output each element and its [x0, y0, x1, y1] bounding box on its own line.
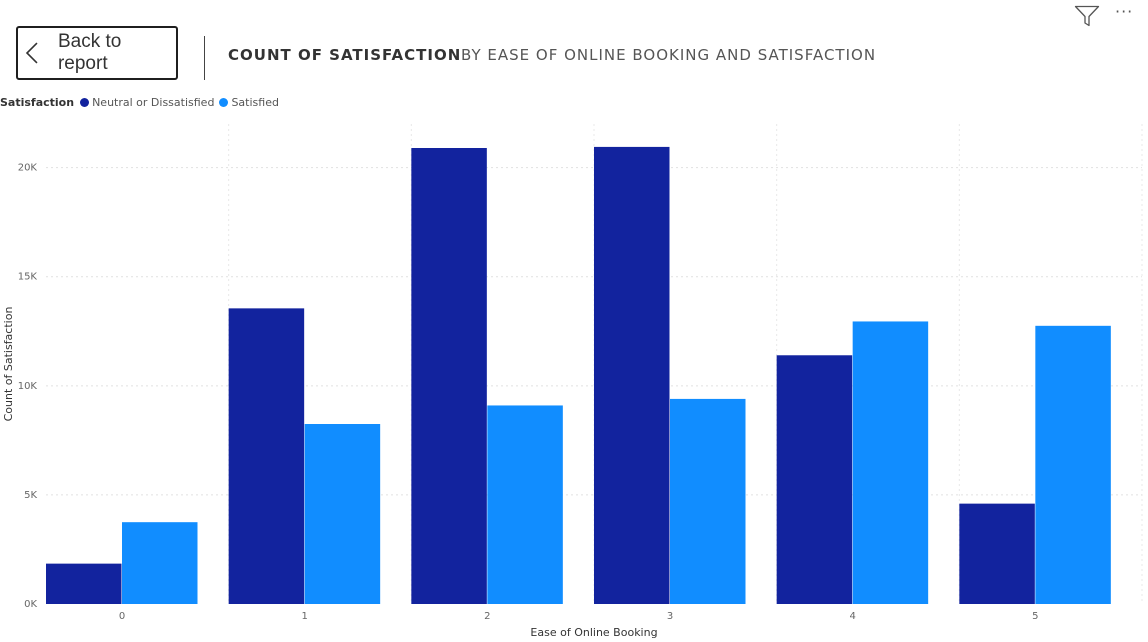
x-tick-label: 5	[1032, 611, 1038, 622]
bar-neutral-or-dissatisfied-1[interactable]	[228, 308, 305, 604]
bar-satisfied-0[interactable]	[122, 522, 198, 604]
bar-satisfied-5[interactable]	[1035, 325, 1111, 604]
x-tick-label: 3	[667, 611, 673, 622]
y-tick-label: 10K	[18, 381, 38, 392]
y-axis-ticks: 0K 5K 10K 15K 20K	[18, 163, 38, 610]
x-axis-title: Ease of Online Booking	[530, 626, 657, 639]
legend-label: Satisfied	[231, 96, 279, 109]
bars	[46, 146, 1111, 604]
chart-title: COUNT OF SATISFACTION	[228, 46, 462, 64]
y-tick-label: 15K	[18, 272, 38, 283]
y-tick-label: 20K	[18, 163, 38, 174]
header-divider	[204, 36, 205, 80]
more-options-icon[interactable]: ···	[1115, 2, 1134, 21]
legend-dot-icon	[219, 98, 229, 107]
chevron-left-icon	[25, 42, 38, 64]
bar-satisfied-4[interactable]	[852, 321, 929, 604]
bar-neutral-or-dissatisfied-5[interactable]	[959, 503, 1035, 604]
x-tick-label: 4	[849, 611, 855, 622]
legend-title: Satisfaction	[0, 96, 75, 109]
back-to-report-label: Back to report	[57, 31, 122, 74]
x-tick-label: 1	[301, 611, 307, 622]
legend-dot-icon	[80, 98, 90, 107]
back-to-report-button[interactable]: Back to report	[16, 26, 178, 80]
legend: Satisfaction Neutral or Dissatisfied Sat…	[0, 96, 284, 109]
x-tick-label: 2	[484, 611, 490, 622]
y-tick-label: 0K	[24, 599, 37, 610]
legend-item-satisfied[interactable]: Satisfied	[219, 96, 279, 109]
legend-label: Neutral or Dissatisfied	[92, 96, 215, 109]
bar-satisfied-3[interactable]	[670, 398, 746, 604]
bar-satisfied-1[interactable]	[304, 424, 381, 604]
bar-satisfied-2[interactable]	[487, 405, 563, 604]
bar-neutral-or-dissatisfied-4[interactable]	[776, 355, 853, 604]
y-tick-label: 5K	[24, 490, 37, 501]
x-tick-label: 0	[119, 611, 125, 622]
bar-neutral-or-dissatisfied-0[interactable]	[46, 563, 122, 604]
bar-neutral-or-dissatisfied-2[interactable]	[411, 148, 487, 604]
chart-subtitle: BY EASE OF ONLINE BOOKING AND SATISFACTI…	[461, 46, 877, 64]
filter-icon[interactable]	[1074, 5, 1100, 27]
bar-neutral-or-dissatisfied-3[interactable]	[594, 146, 670, 604]
x-axis-ticks: 0 1 2 3 4 5	[119, 611, 1039, 622]
legend-item-neutral-or-dissatisfied[interactable]: Neutral or Dissatisfied	[80, 96, 214, 109]
y-axis-title: Count of Satisfaction	[2, 307, 15, 422]
